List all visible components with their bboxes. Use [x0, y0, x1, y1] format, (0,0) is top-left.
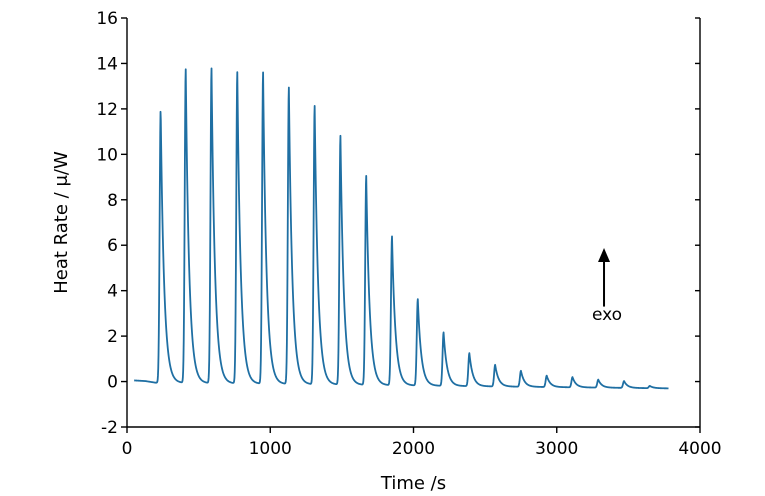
y-tick-label: 14: [96, 54, 118, 74]
y-tick-label: 2: [107, 327, 118, 347]
y-tick-label: 12: [96, 100, 118, 120]
x-tick-label: 4000: [678, 439, 721, 459]
exo-label: exo: [592, 305, 622, 325]
x-tick-label: 2000: [392, 439, 435, 459]
y-tick-label: -2: [101, 418, 118, 438]
exo-arrow-head: [598, 248, 611, 263]
y-tick-label: 10: [96, 145, 118, 165]
y-tick-label: 0: [107, 373, 118, 393]
x-tick-label: 0: [122, 439, 133, 459]
y-tick-label: 8: [107, 191, 118, 211]
y-tick-label: 16: [96, 9, 118, 29]
exo-annotation: exo: [592, 248, 622, 325]
y-tick-label: 4: [107, 282, 118, 302]
x-tick-label: 3000: [535, 439, 578, 459]
y-axis-title: Heat Rate / μ/W: [51, 151, 72, 294]
y-tick-label: 6: [107, 236, 118, 256]
x-axis-title: Time /s: [380, 473, 446, 494]
heat-rate-series-line: [133, 67, 670, 390]
x-tick-label: 1000: [249, 439, 292, 459]
